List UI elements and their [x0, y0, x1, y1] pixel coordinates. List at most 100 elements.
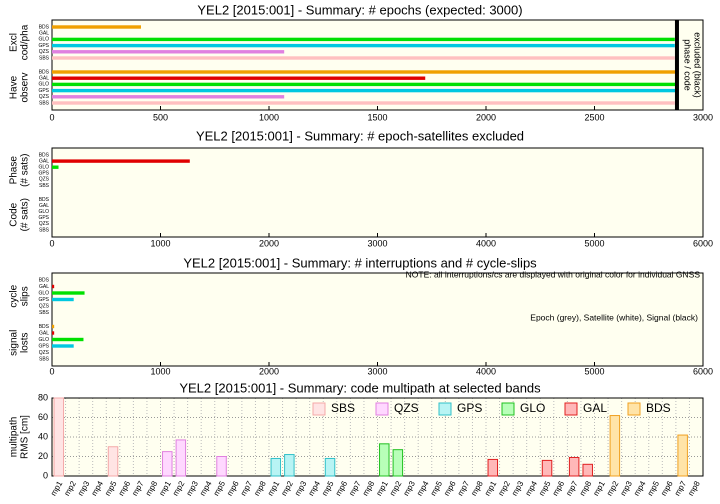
row-label: GAL — [39, 284, 49, 290]
bar — [568, 456, 580, 477]
x-tick-label: mp8 — [469, 479, 485, 497]
group-label: (# sats) — [20, 198, 31, 231]
legend-swatch — [501, 402, 515, 416]
y-tick-label: 0 — [43, 470, 48, 480]
x-tick-label: 4000 — [476, 366, 496, 376]
row-label: GPS — [38, 171, 49, 177]
x-tick-label: mp1 — [157, 479, 173, 497]
group-label: observ — [20, 72, 31, 102]
row-label: GPS — [38, 297, 49, 303]
x-tick-label: mp6 — [117, 479, 133, 497]
bar — [52, 291, 85, 295]
x-tick-label: mp4 — [523, 479, 539, 497]
bar — [52, 159, 190, 163]
x-tick-label: mp5 — [320, 479, 336, 497]
x-tick-label: mp7 — [347, 479, 363, 497]
row-label: BDS — [39, 197, 50, 203]
x-tick-label: mp2 — [496, 479, 512, 497]
legend-label: GAL — [583, 401, 607, 415]
bar — [52, 344, 74, 348]
x-tick-label: 1000 — [259, 112, 279, 122]
bar — [52, 95, 285, 99]
x-tick-label: mp5 — [537, 479, 553, 497]
x-tick-label: mp3 — [510, 479, 526, 497]
row-label: QZS — [39, 49, 50, 55]
row-label: BDS — [39, 277, 50, 283]
bar — [284, 454, 295, 477]
x-tick-label: mp2 — [388, 479, 404, 497]
x-tick-label: mp1 — [483, 479, 499, 497]
legend-swatch — [564, 402, 578, 416]
bar — [216, 456, 227, 477]
bar — [52, 76, 426, 80]
row-label: GPS — [38, 343, 49, 349]
y-tick-label: 40 — [38, 431, 48, 441]
row-label: GLO — [38, 290, 49, 296]
group-label: Code — [9, 202, 20, 226]
marker-label: phase / code — [683, 39, 693, 91]
x-tick-label: 3000 — [367, 366, 387, 376]
plot-frame — [51, 397, 704, 477]
x-tick-label: 0 — [49, 366, 54, 376]
y-axis-label: multipath — [9, 417, 20, 458]
row-label: GLO — [38, 209, 49, 215]
note: Epoch (grey), Satellite (white), Signal … — [530, 312, 698, 322]
bar — [52, 82, 677, 87]
x-tick-label: 0 — [49, 238, 54, 248]
x-tick-label: 2000 — [476, 112, 496, 122]
x-tick-label: mp8 — [361, 479, 377, 497]
legend-swatch — [438, 402, 452, 416]
y-tick-label: 60 — [38, 412, 48, 422]
x-tick-label: 500 — [153, 112, 168, 122]
x-tick-label: mp6 — [659, 479, 675, 497]
row-label: GAL — [39, 158, 49, 164]
legend-label: BDS — [646, 401, 671, 415]
row-label: GLO — [38, 337, 49, 343]
row-label: BDS — [39, 24, 50, 30]
row-label: SBS — [39, 100, 50, 106]
x-tick-label: mp2 — [171, 479, 187, 497]
bar — [52, 43, 675, 48]
bar — [392, 449, 404, 477]
row-label: QZS — [39, 350, 50, 356]
row-label: SBS — [39, 55, 50, 61]
legend-label: GPS — [457, 401, 482, 415]
x-tick-label: mp8 — [686, 479, 702, 497]
x-tick-label: mp8 — [144, 479, 160, 497]
bar — [324, 457, 336, 477]
bar — [677, 434, 688, 477]
bar — [52, 37, 675, 42]
x-tick-label: mp8 — [252, 479, 268, 497]
bar — [609, 415, 621, 477]
x-tick-label: mp4 — [89, 479, 105, 497]
bar — [52, 50, 285, 54]
x-tick-label: mp2 — [62, 479, 78, 497]
group-label: cod/pha — [20, 24, 31, 60]
x-tick-label: mp3 — [401, 479, 417, 497]
x-tick-label: mp6 — [334, 479, 350, 497]
group-label: Phase — [9, 156, 20, 185]
bar — [270, 457, 282, 477]
x-tick-label: 5000 — [584, 238, 604, 248]
x-tick-label: 1000 — [150, 366, 170, 376]
x-tick-label: 4000 — [476, 238, 496, 248]
note: NOTE: all interruptions/cs are displayed… — [406, 269, 701, 279]
bar — [52, 297, 74, 302]
x-tick-label: 2000 — [259, 366, 279, 376]
x-tick-label: mp3 — [293, 479, 309, 497]
plot-area — [51, 272, 704, 367]
row-label: QZS — [39, 303, 50, 309]
bar — [52, 88, 677, 93]
bar — [52, 101, 675, 105]
marker-label: excluded (black) — [693, 32, 703, 98]
x-tick-label: 0 — [49, 112, 54, 122]
x-tick-label: mp3 — [184, 479, 200, 497]
x-tick-label: mp2 — [605, 479, 621, 497]
row-label: SBS — [39, 310, 50, 316]
x-tick-label: mp3 — [618, 479, 634, 497]
x-tick-label: mp4 — [415, 479, 431, 497]
x-tick-label: mp4 — [198, 479, 214, 497]
bar — [52, 324, 55, 329]
legend-swatch — [312, 402, 326, 416]
